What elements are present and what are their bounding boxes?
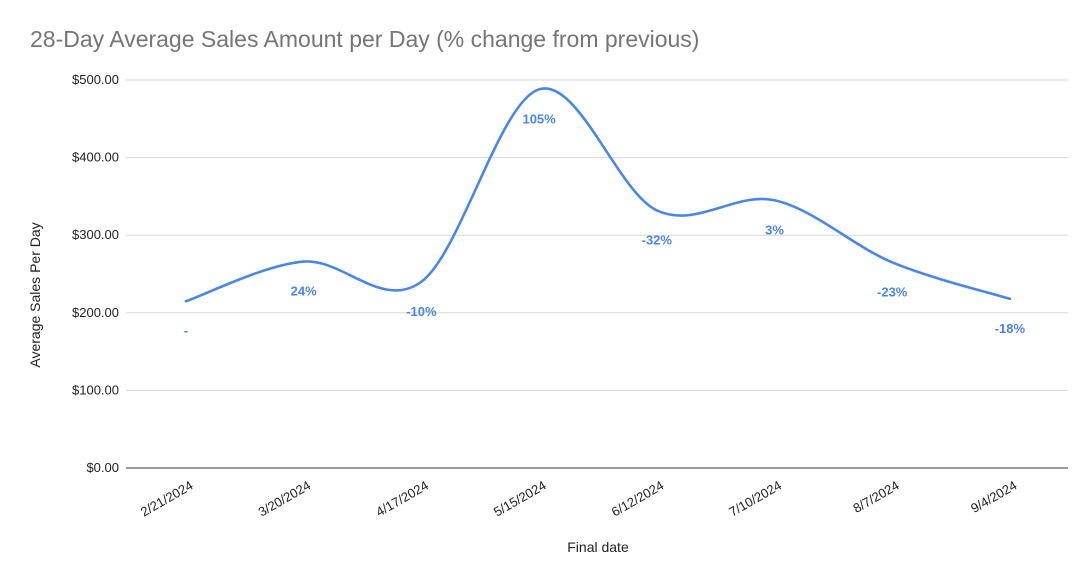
data-label: 105% — [522, 111, 556, 126]
data-label: -18% — [995, 321, 1026, 336]
y-tick-label: $0.00 — [86, 460, 119, 475]
y-tick-label: $400.00 — [72, 150, 119, 165]
x-axis-ticks: 2/21/2024 3/20/2024 4/17/2024 5/15/2024 6/12… — [138, 478, 1019, 520]
x-tick-label: 4/17/2024 — [373, 478, 431, 520]
series-line — [184, 87, 1012, 303]
y-tick-label: $300.00 — [72, 227, 119, 242]
x-axis-title: Final date — [567, 539, 629, 555]
data-label: 3% — [765, 222, 784, 237]
x-tick-label: 8/7/2024 — [850, 478, 901, 516]
y-axis-title: Average Sales Per Day — [27, 222, 43, 367]
y-tick-label: $500.00 — [72, 72, 119, 87]
data-label: -32% — [642, 232, 673, 247]
x-tick-label: 7/10/2024 — [726, 478, 784, 520]
gridlines — [126, 79, 1068, 469]
data-labels: - 24% -10% 105% -32% 3% -23% -18% — [184, 111, 1026, 338]
y-axis-ticks: $0.00 $100.00 $200.00 $300.00 $400.00 $500.00 — [72, 72, 119, 475]
x-tick-label: 6/12/2024 — [609, 478, 667, 520]
x-tick-label: 5/15/2024 — [491, 478, 549, 520]
chart-title: 28-Day Average Sales Amount per Day (% c… — [30, 26, 700, 52]
x-tick-label: 9/4/2024 — [968, 478, 1019, 516]
y-tick-label: $100.00 — [72, 382, 119, 397]
y-tick-label: $200.00 — [72, 305, 119, 320]
data-label: -23% — [877, 284, 908, 299]
data-label: -10% — [406, 304, 437, 319]
x-tick-label: 3/20/2024 — [256, 478, 314, 520]
data-label: 24% — [291, 284, 317, 299]
x-tick-label: 2/21/2024 — [138, 478, 196, 520]
data-label: - — [184, 323, 188, 338]
